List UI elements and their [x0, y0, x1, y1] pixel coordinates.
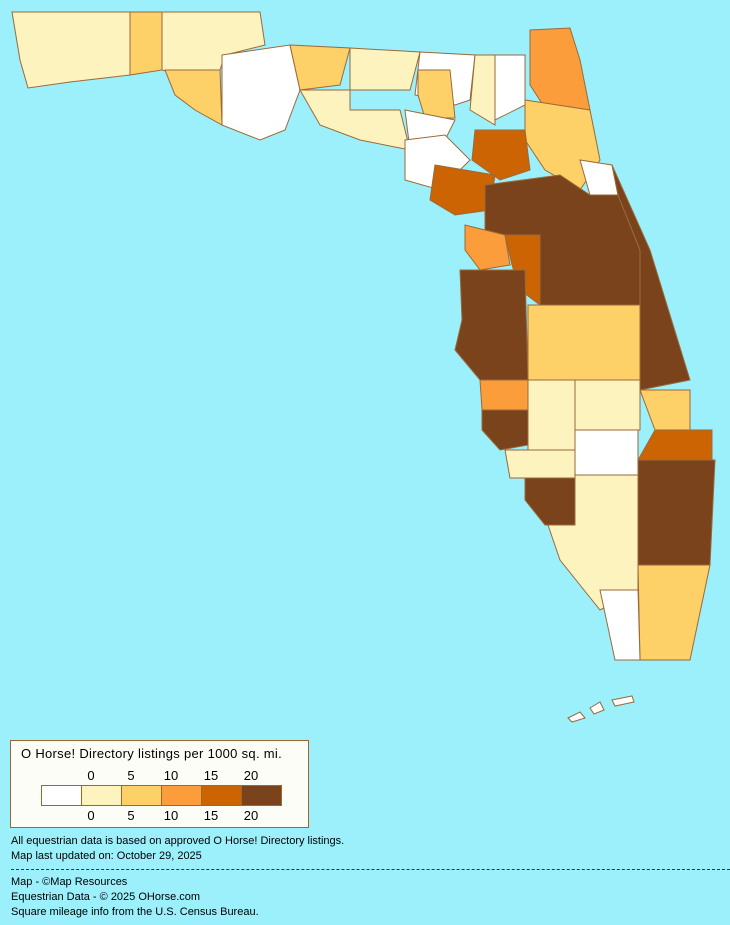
- county-region: [599, 589, 641, 661]
- county-region: [574, 379, 641, 431]
- county-region: [611, 695, 635, 707]
- county-region: [469, 54, 496, 126]
- census-credit: Square mileage info from the U.S. Census…: [11, 906, 259, 918]
- map-credit: Map - ©Map Resources: [11, 876, 128, 888]
- legend-tick: 5: [127, 768, 135, 783]
- county-region: [589, 701, 605, 715]
- legend-tick: 5: [127, 808, 135, 823]
- legend-swatch: [202, 786, 242, 805]
- legend-tick: 20: [243, 808, 259, 823]
- legend-swatch: [42, 786, 82, 805]
- legend-swatch: [242, 786, 281, 805]
- legend-tick: 10: [163, 808, 179, 823]
- legend-swatch: [162, 786, 202, 805]
- data-credit: Equestrian Data - © 2025 OHorse.com: [11, 891, 201, 903]
- county-region: [349, 47, 421, 91]
- county-region: [164, 69, 223, 126]
- county-region: [529, 27, 591, 111]
- county-region: [429, 164, 496, 216]
- county-region: [494, 54, 526, 121]
- county-region: [479, 379, 529, 411]
- legend-ticks-bottom: 0 5 10 15 20: [51, 808, 291, 823]
- county-region: [504, 449, 576, 479]
- last-updated-note: Map last updated on: October 29, 2025: [11, 850, 202, 862]
- legend-tick: 0: [87, 768, 95, 783]
- county-region: [637, 459, 716, 566]
- legend-tick: 15: [203, 768, 219, 783]
- county-region: [129, 11, 163, 76]
- divider: [11, 869, 730, 870]
- county-region: [637, 564, 711, 661]
- legend-swatch: [82, 786, 122, 805]
- legend-tick: 20: [243, 768, 259, 783]
- legend-tick: 10: [163, 768, 179, 783]
- county-region: [221, 44, 301, 141]
- legend-swatches: [41, 785, 282, 806]
- county-region: [471, 129, 531, 181]
- map-legend: O Horse! Directory listings per 1000 sq.…: [10, 740, 309, 828]
- legend-tick: 15: [203, 808, 219, 823]
- county-region: [464, 224, 511, 271]
- county-region: [299, 89, 411, 151]
- legend-ticks-top: 0 5 10 15 20: [51, 768, 291, 783]
- county-region: [11, 11, 131, 89]
- county-region: [524, 477, 576, 526]
- county-region: [637, 429, 713, 461]
- legend-title: O Horse! Directory listings per 1000 sq.…: [21, 746, 283, 761]
- county-region: [417, 69, 456, 119]
- county-region: [527, 304, 641, 381]
- county-region: [289, 44, 351, 91]
- county-region: [527, 379, 576, 451]
- data-basis-note: All equestrian data is based on approved…: [11, 835, 345, 847]
- legend-tick: 0: [87, 808, 95, 823]
- legend-swatch: [122, 786, 162, 805]
- county-region: [567, 711, 586, 723]
- county-region: [481, 409, 529, 451]
- county-region: [639, 389, 691, 431]
- county-region: [454, 269, 529, 381]
- county-region: [547, 474, 639, 611]
- county-region: [574, 429, 639, 476]
